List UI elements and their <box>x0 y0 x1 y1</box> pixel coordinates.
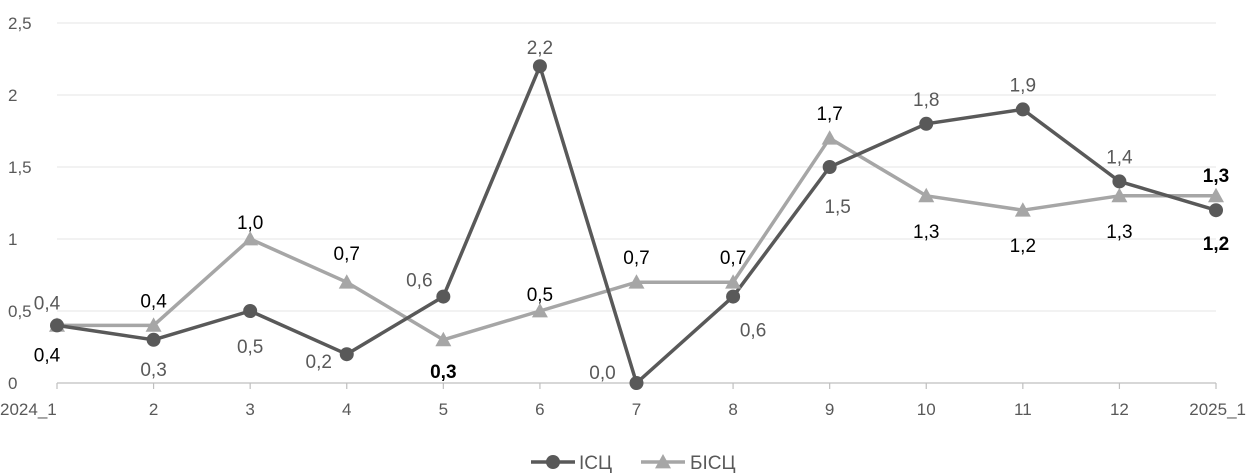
data-label-bisc: 1,3 <box>1106 222 1132 243</box>
y-tick-label: 2 <box>8 86 17 105</box>
x-tick-label: 6 <box>535 400 544 419</box>
x-tick-label: 7 <box>632 400 641 419</box>
data-point-bisc <box>145 317 162 332</box>
legend-marker-bisc <box>655 454 671 469</box>
series-markers <box>49 59 1224 390</box>
data-point-isc <box>243 304 258 318</box>
data-point-bisc <box>918 187 935 203</box>
data-label-bisc: 0,5 <box>527 285 553 306</box>
data-point-isc <box>822 160 837 174</box>
data-point-bisc <box>242 231 259 246</box>
data-point-isc <box>532 59 547 74</box>
x-tick-label: 5 <box>439 400 448 419</box>
y-tick-label: 0,5 <box>8 302 32 321</box>
x-tick-label: 3 <box>245 400 254 419</box>
data-point-bisc <box>725 274 742 289</box>
data-point-bisc <box>531 303 548 318</box>
y-tick-label: 1,5 <box>8 158 32 177</box>
data-point-bisc <box>1111 187 1128 203</box>
x-tick-label: 2024_1 <box>0 400 57 419</box>
data-point-isc <box>1015 102 1030 117</box>
data-point-isc <box>726 289 741 304</box>
data-label-bisc: 0,3 <box>430 362 456 383</box>
legend-label-bisc: БІСЦ <box>690 453 736 474</box>
x-tick-label: 11 <box>1014 400 1032 419</box>
data-label-bisc: 0,7 <box>720 248 746 269</box>
data-point-bisc <box>1208 187 1224 203</box>
data-label-isc: 0,2 <box>306 352 332 373</box>
data-label-bisc: 0,7 <box>623 248 649 269</box>
data-point-isc <box>1209 203 1223 218</box>
axes: 0 0,5 1 1,5 2 2,5 2024_1 2 3 4 5 6 7 8 9 10 11 12 2025_1 <box>0 14 1246 419</box>
data-label-isc: 1,4 <box>1106 147 1133 168</box>
data-label-isc: 1,8 <box>913 90 939 111</box>
data-point-bisc <box>628 274 645 289</box>
series-lines <box>56 64 1217 385</box>
data-point-isc <box>919 116 934 131</box>
x-tick-label: 2025_1 <box>1189 400 1246 419</box>
data-point-isc <box>1112 174 1127 189</box>
legend-marker-isc <box>546 455 560 469</box>
data-point-isc <box>339 347 354 362</box>
data-label-isc: 2,2 <box>527 38 553 59</box>
legend-label-isc: ІСЦ <box>579 453 612 474</box>
legend: ІСЦ БІСЦ <box>531 453 736 474</box>
data-label-bisc: 0,4 <box>34 293 61 314</box>
series-line-isc <box>56 64 1217 385</box>
data-labels: 0,4 0,3 0,5 0,2 0,6 2,2 0,0 0,6 1,5 1,8 1,9 1,4 1,2 0… <box>34 38 1229 384</box>
data-label-isc: 0,5 <box>237 337 263 358</box>
data-label-isc: 0,0 <box>589 363 615 384</box>
data-label-bisc: 1,0 <box>237 213 263 234</box>
data-point-bisc <box>338 274 355 289</box>
data-label-isc: 0,4 <box>34 345 61 366</box>
x-tick-label: 4 <box>342 400 351 419</box>
data-label-bisc: 1,3 <box>913 222 939 243</box>
data-label-isc: 0,3 <box>140 360 166 381</box>
data-point-isc <box>629 376 644 390</box>
data-label-isc: 1,2 <box>1203 234 1229 255</box>
data-label-bisc: 0,4 <box>140 291 167 312</box>
data-label-isc: 1,5 <box>824 197 850 218</box>
data-label-bisc: 1,7 <box>816 104 842 125</box>
data-point-bisc <box>821 130 838 145</box>
data-label-bisc: 1,2 <box>1010 236 1036 257</box>
data-label-bisc: 0,7 <box>334 244 360 265</box>
data-point-isc <box>436 289 451 304</box>
data-label-isc: 0,6 <box>406 271 432 292</box>
y-tick-label: 0 <box>8 374 17 393</box>
x-tick-label: 12 <box>1110 400 1129 419</box>
data-point-isc <box>50 318 64 333</box>
data-label-isc: 0,6 <box>740 321 766 342</box>
x-tick-label: 10 <box>917 400 936 419</box>
y-tick-label: 1 <box>8 230 17 249</box>
data-point-bisc <box>435 331 452 347</box>
data-point-isc <box>146 332 161 347</box>
data-label-isc: 1,9 <box>1010 75 1036 96</box>
x-tick-label: 9 <box>825 400 834 419</box>
x-tick-label: 2 <box>149 400 158 419</box>
x-tick-label: 8 <box>728 400 737 419</box>
data-point-bisc <box>1014 202 1031 217</box>
data-label-bisc: 1,3 <box>1203 166 1229 187</box>
y-tick-label: 2,5 <box>8 14 32 33</box>
